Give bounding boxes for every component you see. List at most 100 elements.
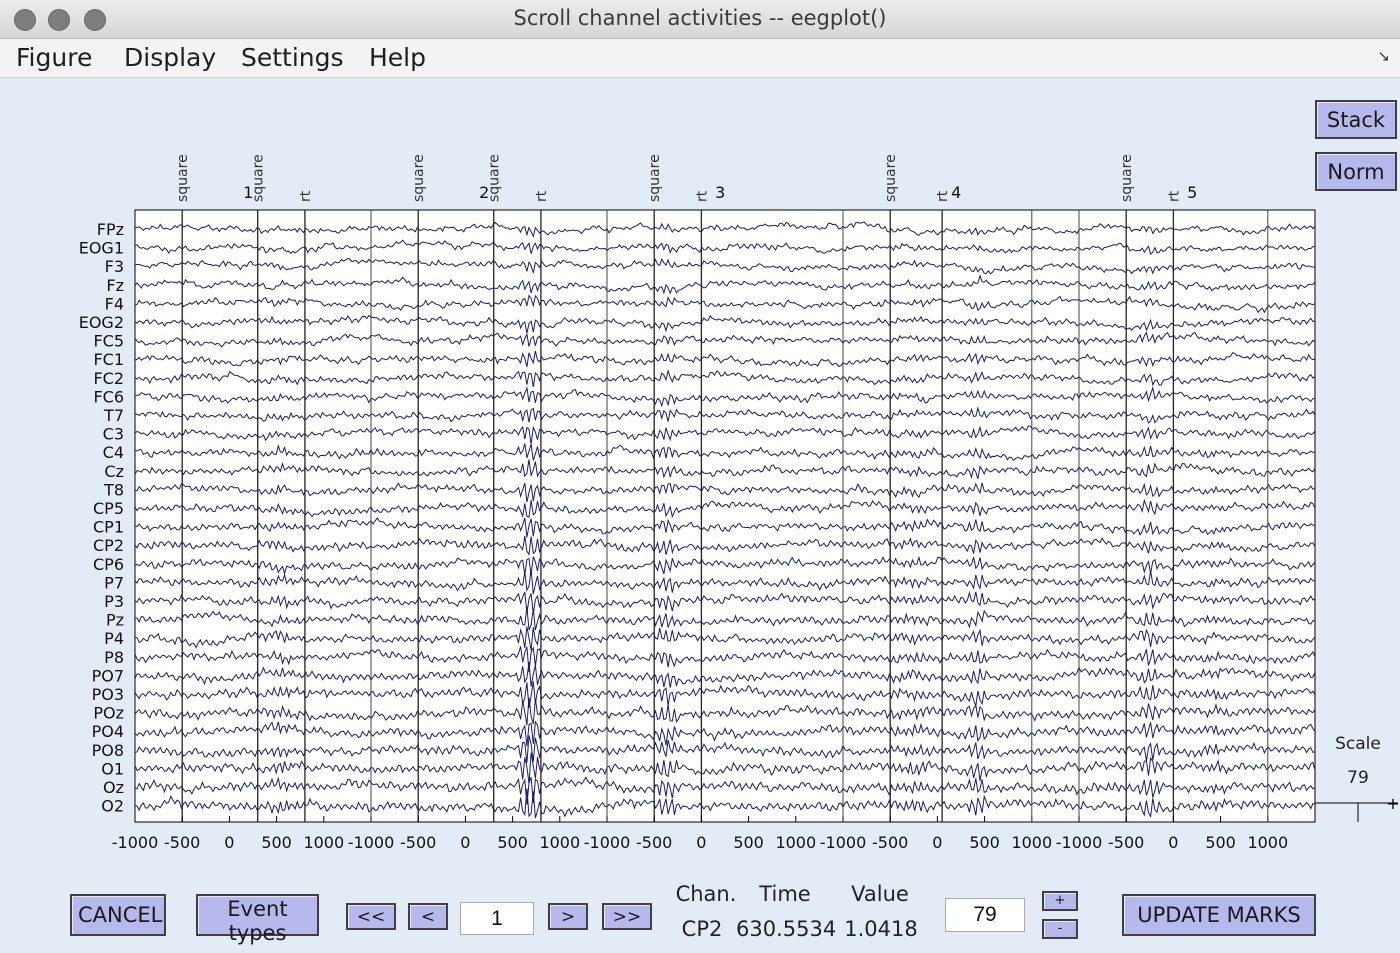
channel-label: FC1 xyxy=(93,350,124,369)
menu-settings[interactable]: Settings xyxy=(241,43,344,72)
epoch-position-input[interactable] xyxy=(460,902,534,935)
eeg-trace xyxy=(134,443,1316,462)
value-readout: 1.0418 xyxy=(844,917,918,941)
channel-label: PO7 xyxy=(92,666,124,685)
x-tick-label: -500 xyxy=(872,833,908,852)
scale-label: Scale xyxy=(1335,734,1381,754)
eeg-trace xyxy=(134,368,1316,387)
epoch-number: 2 xyxy=(479,183,489,202)
menu-help[interactable]: Help xyxy=(369,43,426,72)
eeg-trace xyxy=(134,482,1316,503)
x-tick-label: -1000 xyxy=(584,833,631,852)
x-tick-label: 500 xyxy=(497,833,528,852)
scale-plus-button[interactable]: + xyxy=(1042,891,1078,911)
channel-label: CP1 xyxy=(93,518,124,537)
value-label: Value xyxy=(851,882,909,906)
eeg-trace xyxy=(134,257,1316,275)
close-window-icon[interactable] xyxy=(14,9,36,31)
eeg-trace xyxy=(134,425,1316,445)
channel-label: CP5 xyxy=(93,499,124,518)
chan-label: Chan. xyxy=(675,882,737,906)
event-types-button[interactable]: Event types xyxy=(196,894,319,945)
time-readout: 630.5534 xyxy=(736,917,837,941)
channel-label: P7 xyxy=(104,573,124,592)
x-tick-label: 1000 xyxy=(1247,833,1288,852)
x-tick-label: -1000 xyxy=(112,833,159,852)
eeg-trace xyxy=(134,697,1316,725)
eeg-trace xyxy=(134,274,1316,295)
channel-label: C4 xyxy=(103,443,124,462)
norm-button[interactable]: Norm xyxy=(1315,152,1397,191)
event-label-square: square xyxy=(883,154,899,202)
channel-label: FC5 xyxy=(93,332,124,351)
channel-label: PO4 xyxy=(92,722,124,741)
eeg-trace xyxy=(134,459,1316,480)
x-tick-label: 500 xyxy=(1205,833,1236,852)
eeg-plot[interactable]: FPzEOG1F3FzF4EOG2FC5FC1FC2FC6T7C3C4CzT8C… xyxy=(0,78,1400,878)
x-tick-label: 0 xyxy=(932,833,942,852)
eeg-trace xyxy=(134,517,1316,538)
x-tick-label: 0 xyxy=(696,833,706,852)
eeg-trace xyxy=(134,536,1316,556)
channel-label: POz xyxy=(93,704,124,723)
x-tick-label: -500 xyxy=(1108,833,1144,852)
eeg-trace xyxy=(134,406,1316,424)
epoch-number: 4 xyxy=(951,183,961,202)
scale-value: 79 xyxy=(1347,768,1369,788)
chan-readout: CP2 xyxy=(681,917,723,941)
menu-figure[interactable]: Figure xyxy=(16,43,93,72)
x-tick-label: 1000 xyxy=(303,833,344,852)
eeg-trace xyxy=(134,606,1316,631)
minimize-window-icon[interactable] xyxy=(48,9,70,31)
first-epoch-button[interactable]: << xyxy=(346,903,396,930)
last-epoch-button[interactable]: >> xyxy=(602,903,652,930)
channel-label: F3 xyxy=(105,257,124,276)
menu-bar: Figure Display Settings Help ↘ xyxy=(0,39,1400,78)
stack-button[interactable]: Stack xyxy=(1315,100,1397,139)
epoch-number: 5 xyxy=(1187,183,1197,202)
title-bar: Scroll channel activities -- eegplot() xyxy=(0,0,1400,39)
x-tick-label: -500 xyxy=(400,833,436,852)
channel-label: Fz xyxy=(106,276,124,295)
channel-label: FC6 xyxy=(93,387,124,406)
x-tick-label: 0 xyxy=(1168,833,1178,852)
channel-label: PO3 xyxy=(92,685,124,704)
eeg-trace xyxy=(134,735,1316,763)
event-label-rt: rt xyxy=(935,190,951,202)
channel-label: EOG2 xyxy=(79,313,124,332)
event-label-square: square xyxy=(251,154,267,202)
scale-minus-button[interactable]: - xyxy=(1042,919,1078,939)
plot-area xyxy=(134,209,1316,823)
eeg-trace xyxy=(134,239,1315,255)
zoom-window-icon[interactable] xyxy=(84,9,106,31)
toolbar-toggle-icon[interactable]: ↘ xyxy=(1377,47,1390,65)
prev-epoch-button[interactable]: < xyxy=(408,903,448,930)
eeg-trace xyxy=(134,294,1316,314)
x-tick-label: 1000 xyxy=(1011,833,1052,852)
x-tick-label: 0 xyxy=(224,833,234,852)
event-label-rt: rt xyxy=(298,190,314,202)
x-tick-label: -500 xyxy=(636,833,672,852)
eeg-trace xyxy=(134,350,1316,368)
x-tick-label: -1000 xyxy=(1056,833,1103,852)
channel-label: Oz xyxy=(103,778,124,797)
epoch-number: 1 xyxy=(243,183,253,202)
eeg-trace xyxy=(134,569,1316,595)
x-tick-label: -500 xyxy=(164,833,200,852)
x-tick-label: 1000 xyxy=(539,833,580,852)
menu-display[interactable]: Display xyxy=(124,43,217,72)
scale-input[interactable] xyxy=(945,898,1025,932)
event-label-square: square xyxy=(411,154,427,202)
eeg-trace xyxy=(134,221,1316,239)
eeg-trace xyxy=(134,590,1316,615)
window-title: Scroll channel activities -- eegplot() xyxy=(513,6,887,30)
channel-label: PO8 xyxy=(92,741,124,760)
next-epoch-button[interactable]: > xyxy=(548,903,588,930)
eeg-trace xyxy=(134,788,1316,819)
eeg-trace xyxy=(134,662,1316,688)
update-marks-button[interactable]: UPDATE MARKS xyxy=(1122,894,1316,936)
eeg-trace xyxy=(134,681,1316,708)
channel-label: Cz xyxy=(104,462,124,481)
event-label-square: square xyxy=(1119,154,1135,202)
cancel-button[interactable]: CANCEL xyxy=(70,894,166,936)
